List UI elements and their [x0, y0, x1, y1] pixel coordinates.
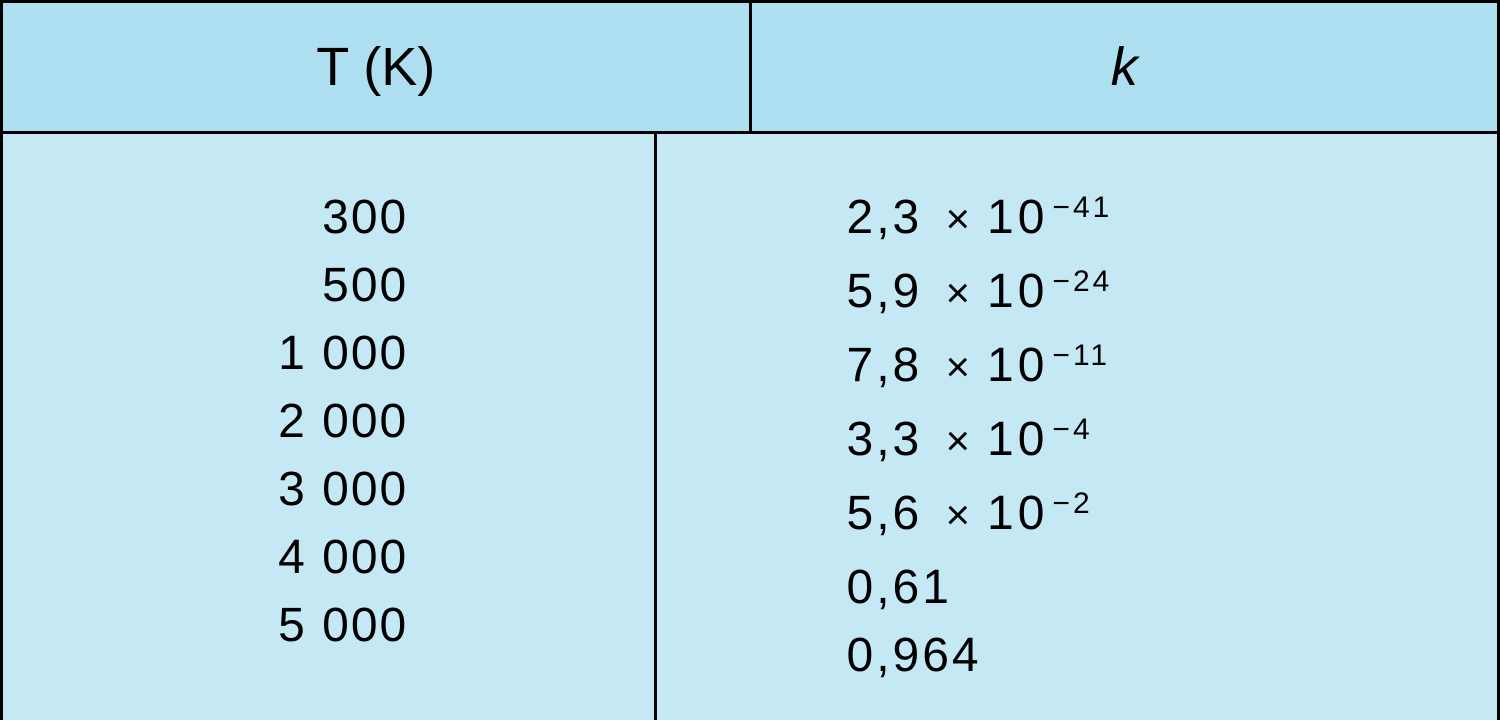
k-value: 3,3 × 10 −4 [847, 406, 1498, 480]
k-plain-value: 0,61 [847, 554, 952, 622]
k-value: 5,9 × 10 −24 [847, 258, 1498, 332]
k-coefficient: 3,3 [847, 406, 932, 474]
header-k-label: k [1111, 36, 1138, 98]
k-exponent: −24 [1052, 248, 1112, 316]
times-symbol: × [946, 259, 974, 327]
temperature-column: 300 500 1 000 2 000 3 000 4 000 5 000 [3, 134, 657, 720]
k-base: 10 [987, 332, 1048, 400]
header-temperature-label: T (K) [316, 36, 435, 98]
table-header-row: T (K) k [3, 3, 1497, 134]
k-exponent: −41 [1052, 174, 1112, 242]
k-coefficient: 7,8 [847, 332, 932, 400]
times-symbol: × [946, 185, 974, 253]
table-body-row: 300 500 1 000 2 000 3 000 4 000 5 000 2,… [3, 134, 1497, 720]
k-exponent: −4 [1052, 396, 1092, 464]
header-temperature: T (K) [3, 3, 752, 131]
k-coefficient: 5,9 [847, 258, 932, 326]
header-k: k [752, 3, 1498, 131]
temperature-value: 4 000 [248, 524, 408, 592]
k-base: 10 [987, 480, 1048, 548]
temperature-value: 500 [248, 252, 408, 320]
times-symbol: × [946, 407, 974, 475]
k-base: 10 [987, 258, 1048, 326]
temperature-value: 1 000 [248, 320, 408, 388]
k-coefficient: 2,3 [847, 184, 932, 252]
k-value: 5,6 × 10 −2 [847, 480, 1498, 554]
k-exponent: −2 [1052, 470, 1092, 538]
k-value: 0,61 [847, 554, 1498, 622]
data-table: T (K) k 300 500 1 000 2 000 3 000 4 000 … [0, 0, 1500, 720]
temperature-value: 2 000 [248, 388, 408, 456]
times-symbol: × [946, 333, 974, 401]
k-value: 2,3 × 10 −41 [847, 184, 1498, 258]
k-coefficient: 5,6 [847, 480, 932, 548]
k-plain-value: 0,964 [847, 622, 982, 690]
k-value: 0,964 [847, 622, 1498, 690]
k-base: 10 [987, 406, 1048, 474]
temperature-value: 5 000 [248, 592, 408, 660]
k-exponent: −11 [1052, 322, 1110, 390]
k-value: 7,8 × 10 −11 [847, 332, 1498, 406]
temperature-value: 300 [248, 184, 408, 252]
temperature-value: 3 000 [248, 456, 408, 524]
k-base: 10 [987, 184, 1048, 252]
k-column: 2,3 × 10 −41 5,9 × 10 −24 7,8 × 10 −11 3… [657, 134, 1498, 720]
times-symbol: × [946, 481, 974, 549]
